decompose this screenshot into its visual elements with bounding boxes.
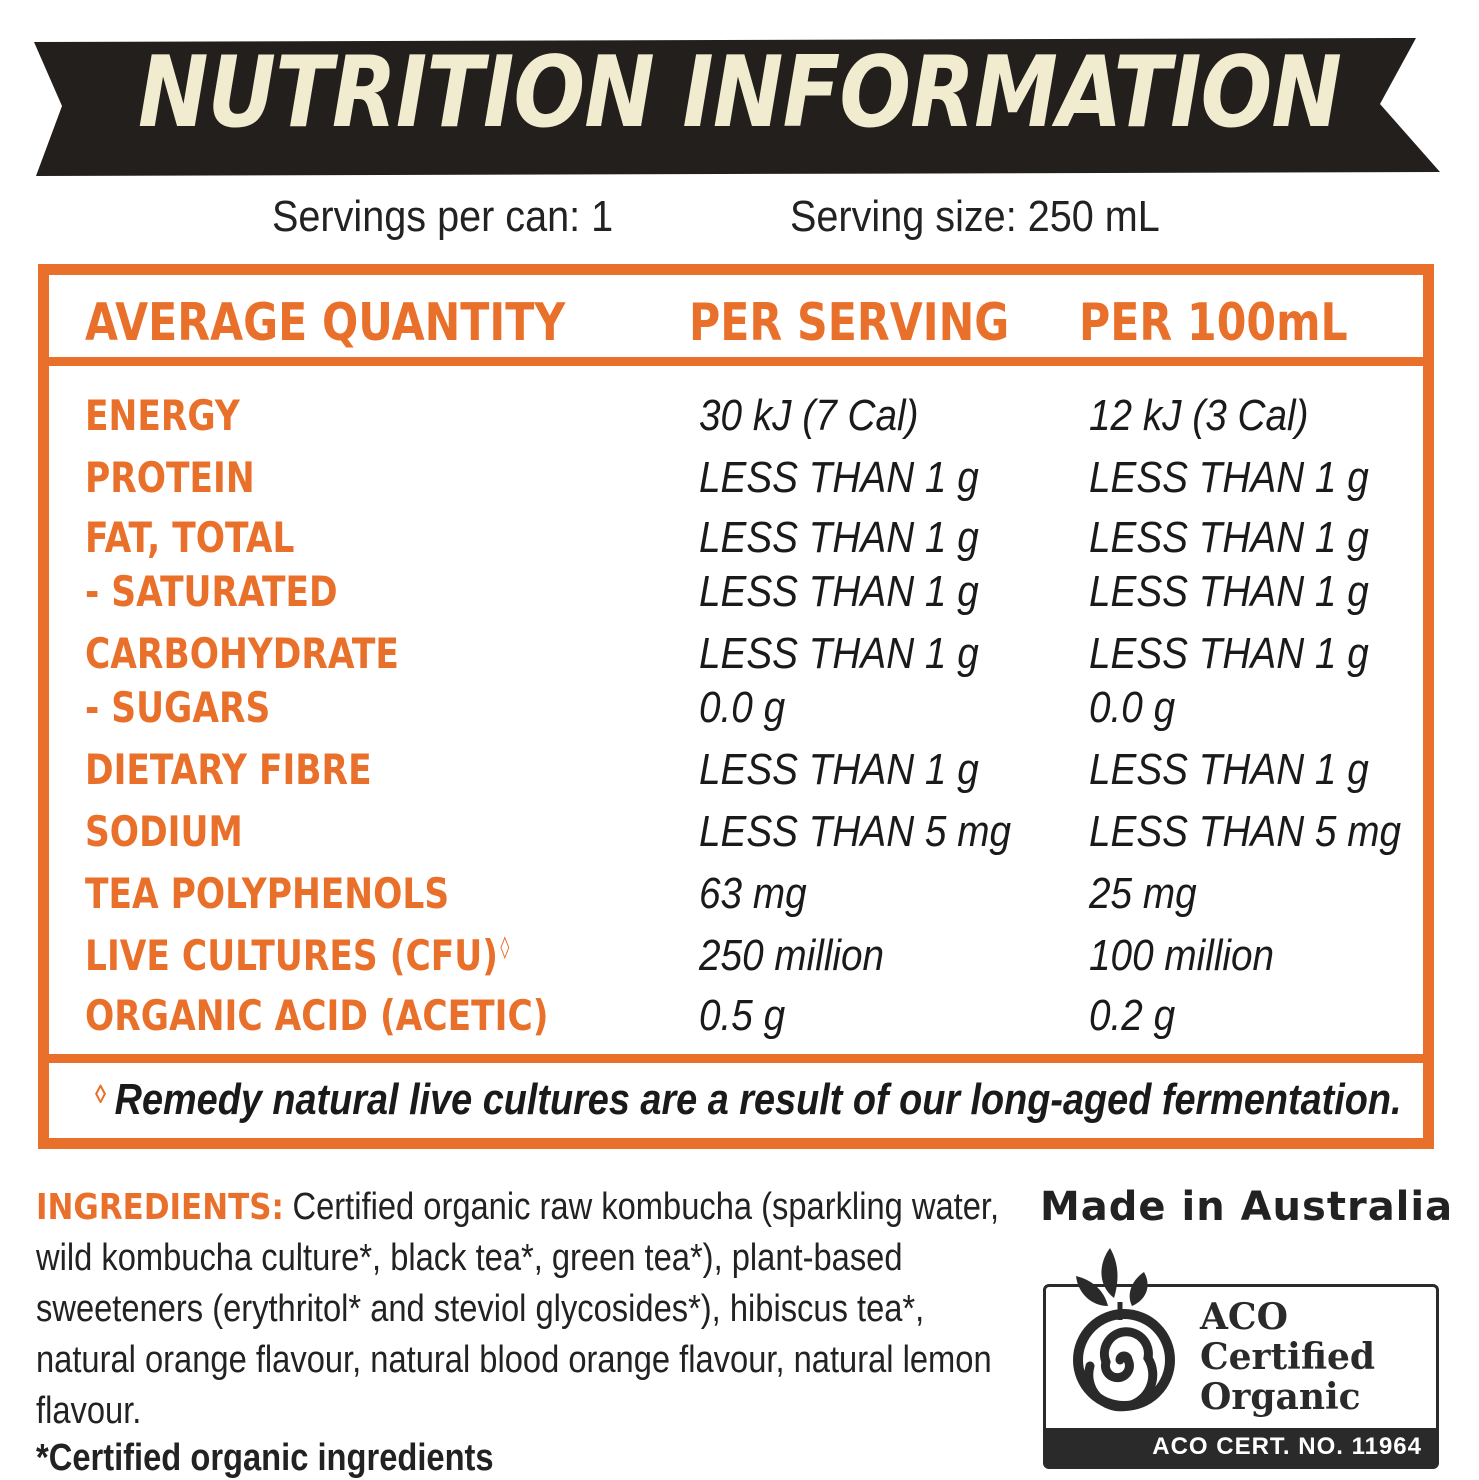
row-per-100ml: 100 million	[1089, 931, 1275, 980]
row-per-serving: 30 kJ (7 Cal)	[699, 391, 919, 440]
row-per-serving: LESS THAN 1 g	[699, 453, 979, 502]
row-per-100ml: LESS THAN 1 g	[1089, 629, 1369, 678]
servings-per-can: Servings per can: 1	[272, 192, 614, 241]
banner-ribbon-shape	[34, 38, 1440, 176]
serving-size: Serving size: 250 mL	[790, 192, 1160, 241]
header-per-serving: PER SERVING	[689, 293, 1010, 353]
table-row: - SUGARS 0.0 g 0.0 g	[49, 683, 1423, 743]
row-per-100ml: LESS THAN 1 g	[1089, 745, 1369, 794]
row-per-100ml: LESS THAN 5 mg	[1089, 807, 1402, 856]
table-row: ORGANIC ACID (ACETIC) 0.5 g 0.2 g	[49, 991, 1423, 1051]
servings-info: Servings per can: 1 Serving size: 250 mL	[0, 192, 1479, 248]
header-divider	[49, 357, 1423, 366]
row-per-100ml: LESS THAN 1 g	[1089, 453, 1369, 502]
row-per-100ml: 12 kJ (3 Cal)	[1089, 391, 1309, 440]
aco-line-3: Organic	[1200, 1376, 1361, 1418]
row-per-serving: LESS THAN 1 g	[699, 513, 979, 562]
row-per-serving: LESS THAN 5 mg	[699, 807, 1012, 856]
footnote-text: Remedy natural live cultures are a resul…	[114, 1075, 1402, 1124]
ingredients-text: Certified organic raw kombucha (sparklin…	[36, 1186, 1000, 1432]
made-in-australia: Made in Australia	[1040, 1184, 1454, 1230]
aco-line-1: ACO	[1200, 1296, 1288, 1338]
row-label: ORGANIC ACID (ACETIC)	[85, 991, 549, 1040]
aco-line-2: Certified	[1200, 1336, 1376, 1378]
superscript-diamond: ◊	[500, 935, 510, 960]
row-label: CARBOHYDRATE	[85, 629, 399, 678]
table-row: DIETARY FIBRE LESS THAN 1 g LESS THAN 1 …	[49, 745, 1423, 805]
table-row: TEA POLYPHENOLS 63 mg 25 mg	[49, 869, 1423, 929]
row-per-100ml: LESS THAN 1 g	[1089, 513, 1369, 562]
ingredients-block: INGREDIENTS: Certified organic raw kombuc…	[36, 1182, 999, 1437]
table-row: FAT, TOTAL LESS THAN 1 g LESS THAN 1 g	[49, 513, 1423, 573]
table-row: SODIUM LESS THAN 5 mg LESS THAN 5 mg	[49, 807, 1423, 867]
row-per-serving: 0.5 g	[699, 991, 786, 1040]
page-title: NUTRITION INFORMATION	[137, 36, 1342, 150]
row-label: ENERGY	[85, 391, 240, 440]
footnote-diamond: ◊	[95, 1079, 107, 1109]
table-row: PROTEIN LESS THAN 1 g LESS THAN 1 g	[49, 453, 1423, 513]
row-label: LIVE CULTURES (CFU) ◊	[85, 931, 509, 980]
nutrition-table: AVERAGE QUANTITY PER SERVING PER 100mL E…	[38, 264, 1434, 1149]
row-per-serving: 250 million	[699, 931, 885, 980]
row-label: TEA POLYPHENOLS	[85, 869, 450, 918]
header-per-100ml: PER 100mL	[1079, 293, 1348, 353]
row-per-serving: 63 mg	[699, 869, 807, 918]
aco-spiral-leaf-icon	[1062, 1248, 1190, 1412]
table-row: LIVE CULTURES (CFU) ◊ 250 million 100 mil…	[49, 931, 1423, 991]
row-per-serving: 0.0 g	[699, 683, 786, 732]
row-per-serving: LESS THAN 1 g	[699, 745, 979, 794]
certified-note: *Certified organic ingredients	[36, 1437, 494, 1479]
aco-text: ACO Certified Organic	[1200, 1297, 1375, 1417]
row-label: - SATURATED	[85, 567, 338, 616]
ingredients-label: INGREDIENTS:	[36, 1187, 284, 1228]
aco-certification-badge: ACO Certified Organic ACO CERT. NO. 1196…	[1043, 1284, 1439, 1469]
row-per-100ml: LESS THAN 1 g	[1089, 567, 1369, 616]
row-per-100ml: 0.2 g	[1089, 991, 1176, 1040]
row-label: - SUGARS	[85, 683, 271, 732]
row-label: PROTEIN	[85, 453, 255, 502]
row-per-100ml: 25 mg	[1089, 869, 1197, 918]
row-label: DIETARY FIBRE	[85, 745, 372, 794]
row-per-100ml: 0.0 g	[1089, 683, 1176, 732]
row-per-serving: LESS THAN 1 g	[699, 629, 979, 678]
title-banner: NUTRITION INFORMATION	[0, 0, 1479, 180]
row-label: FAT, TOTAL	[85, 513, 295, 562]
footer-divider	[49, 1054, 1423, 1063]
table-row: ENERGY 30 kJ (7 Cal) 12 kJ (3 Cal)	[49, 391, 1423, 451]
table-footnote: ◊ Remedy natural live cultures are a resu…	[95, 1075, 1402, 1125]
row-per-serving: LESS THAN 1 g	[699, 567, 979, 616]
live-cultures-label: LIVE CULTURES (CFU)	[85, 931, 498, 980]
aco-cert-number: ACO CERT. NO. 11964	[1046, 1428, 1436, 1466]
table-row: CARBOHYDRATE LESS THAN 1 g LESS THAN 1 g	[49, 629, 1423, 689]
row-label: SODIUM	[85, 807, 243, 856]
header-average-quantity: AVERAGE QUANTITY	[85, 293, 566, 353]
table-row: - SATURATED LESS THAN 1 g LESS THAN 1 g	[49, 567, 1423, 627]
